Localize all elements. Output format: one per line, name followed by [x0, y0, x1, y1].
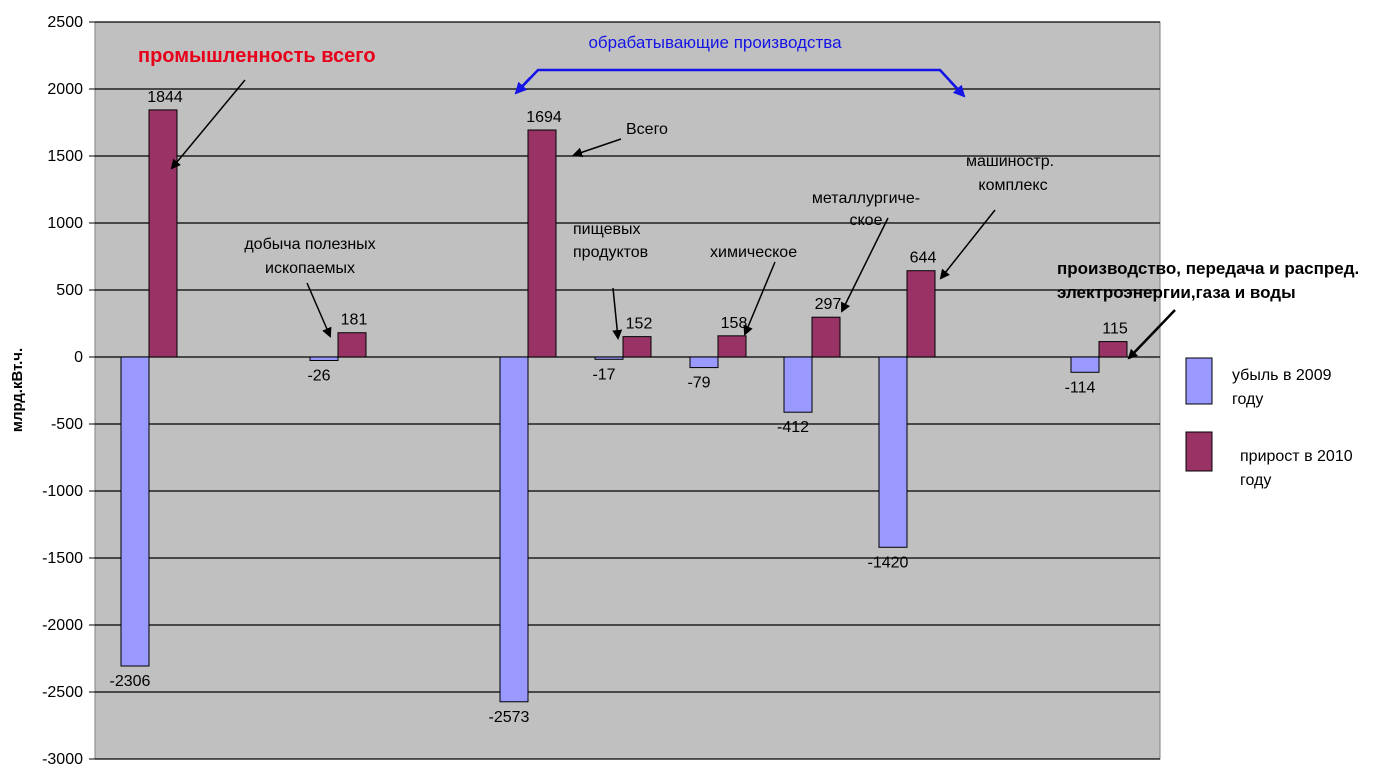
y-tick-label: -500 — [51, 416, 83, 433]
bar-growth-5 — [811, 316, 841, 358]
annotation-metallurgy-1: металлургиче- — [812, 190, 920, 207]
arrow-total — [572, 138, 622, 158]
legend-label-growth-2: году — [1240, 472, 1271, 489]
legend: убыль в 2009 году прирост в 2010 году — [1185, 357, 1353, 489]
y-tick-label: 0 — [74, 349, 83, 366]
annotation-energy-1: производство, передача и распред. — [1057, 259, 1359, 278]
bar-growth-1 — [337, 332, 367, 358]
bar-growth-2 — [527, 129, 557, 358]
arrow-energy — [1127, 309, 1176, 360]
data-label: -79 — [687, 375, 710, 392]
data-label: -114 — [1065, 379, 1096, 396]
annotations: промышленность всего обрабатывающие прои… — [138, 33, 1359, 360]
annotation-machinery-2: комплекс — [978, 177, 1047, 194]
data-label: -1420 — [868, 554, 909, 571]
annotation-mining-1: добыча полезных — [244, 236, 375, 253]
bracket-arrow-right — [949, 80, 966, 98]
plot-area — [94, 21, 1161, 760]
bars — [120, 109, 1128, 703]
bar-growth-7 — [1098, 341, 1128, 358]
data-label: -412 — [777, 419, 809, 436]
annotation-metallurgy-2: ское — [850, 212, 883, 229]
arrow-machinery — [939, 209, 996, 280]
legend-label-decline-1: убыль в 2009 — [1232, 367, 1332, 384]
legend-swatch-growth — [1185, 431, 1213, 472]
annotation-machinery-1: машиностр. — [966, 153, 1054, 170]
annotation-mining-2: ископаемых — [265, 260, 355, 277]
data-label: -17 — [592, 366, 615, 383]
arrow-chemical — [743, 261, 776, 336]
data-label: 152 — [626, 316, 653, 333]
annotation-chemical: химическое — [710, 244, 797, 261]
bar-growth-6 — [906, 270, 936, 358]
y-axis-label: млрд.кВт.ч. — [9, 348, 26, 432]
bar-growth-3 — [622, 336, 652, 358]
bar-growth-4 — [717, 335, 747, 358]
y-tick-label: 2000 — [47, 81, 83, 98]
y-tick-label: -2000 — [42, 617, 83, 634]
bar-growth-0 — [148, 109, 178, 358]
y-tick-label: 1500 — [47, 148, 83, 165]
data-label: 115 — [1102, 321, 1128, 338]
y-tick-label: -2500 — [42, 684, 83, 701]
data-label: 297 — [815, 296, 842, 313]
data-label: 181 — [341, 312, 368, 329]
bar-decline-5 — [783, 356, 813, 413]
bar-decline-2 — [499, 356, 529, 703]
y-tick-label: 2500 — [47, 14, 83, 31]
y-tick-label: -3000 — [42, 751, 83, 765]
legend-swatch-decline — [1185, 357, 1213, 405]
annotation-total: Всего — [626, 121, 668, 138]
data-label: 1694 — [526, 109, 562, 126]
bar-decline-0 — [120, 356, 150, 667]
y-tick-label: 500 — [56, 282, 83, 299]
data-label: 644 — [910, 250, 937, 267]
bar-decline-1 — [309, 356, 339, 361]
arrow-metallurgy — [841, 217, 889, 313]
annotation-energy-2: электроэнергии,газа и воды — [1057, 283, 1296, 302]
arrow-food — [612, 287, 623, 340]
data-labels: -2306 -26 -2573 -17 -79 -412 -1420 -114 1844 181 1… — [110, 89, 1128, 726]
arrow-industry-total — [170, 79, 246, 170]
data-label: -2573 — [489, 709, 530, 726]
y-tick-label: -1500 — [42, 550, 83, 567]
arrow-mining — [306, 282, 332, 338]
data-label: 158 — [721, 315, 748, 332]
bar-decline-3 — [594, 356, 624, 360]
gridlines — [95, 21, 1160, 760]
annotation-food-2: продуктов — [573, 244, 648, 261]
bar-decline-6 — [878, 356, 908, 548]
bar-decline-4 — [689, 356, 719, 369]
bar-decline-7 — [1070, 356, 1100, 373]
y-axis-ticks: 2500 2000 1500 1000 500 0 -500 -1000 -1500 -2000 -… — [42, 14, 95, 765]
data-label: -2306 — [110, 673, 151, 690]
legend-label-growth-1: прирост в 2010 — [1240, 448, 1353, 465]
annotation-food-1: пищевых — [573, 221, 640, 238]
bracket-arrow-left — [514, 77, 531, 95]
data-label: -26 — [307, 367, 330, 384]
y-tick-label: -1000 — [42, 483, 83, 500]
data-label: 1844 — [147, 89, 183, 106]
annotation-manufacturing: обрабатывающие производства — [588, 33, 842, 52]
legend-label-decline-2: году — [1232, 391, 1263, 408]
annotation-industry-total: промышленность всего — [138, 45, 376, 67]
y-tick-label: 1000 — [47, 215, 83, 232]
